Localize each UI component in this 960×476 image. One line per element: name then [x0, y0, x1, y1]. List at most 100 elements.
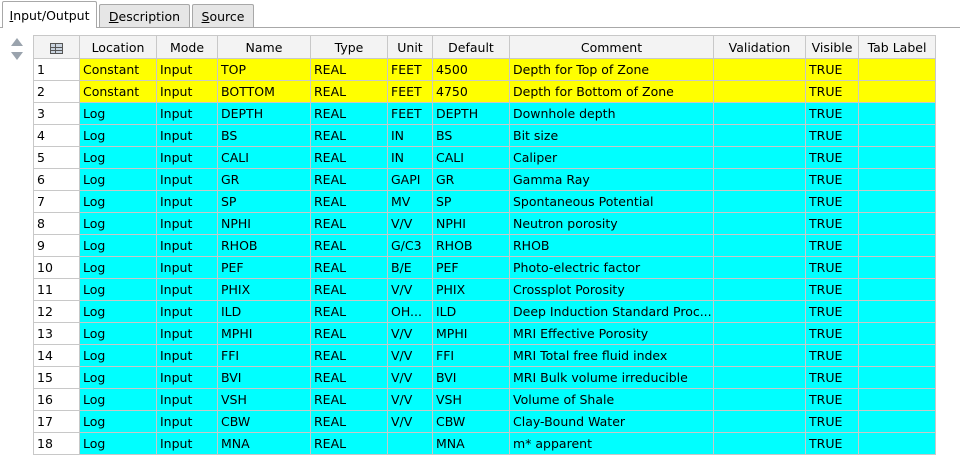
- cell-name[interactable]: CBW: [217, 410, 311, 433]
- row-number[interactable]: 3: [33, 102, 80, 125]
- cell-location[interactable]: Log: [79, 388, 157, 411]
- column-header-default[interactable]: Default: [432, 35, 510, 59]
- cell-name[interactable]: VSH: [217, 388, 311, 411]
- tab-source[interactable]: Source: [192, 4, 254, 27]
- cell-unit[interactable]: V/V: [387, 278, 433, 301]
- cell-comment[interactable]: Depth for Top of Zone: [509, 58, 714, 81]
- cell-type[interactable]: REAL: [310, 102, 388, 125]
- row-number[interactable]: 7: [33, 190, 80, 213]
- cell-unit[interactable]: V/V: [387, 410, 433, 433]
- cell-visible[interactable]: TRUE: [805, 146, 859, 169]
- cell-mode[interactable]: Input: [156, 300, 218, 323]
- row-number[interactable]: 11: [33, 278, 80, 301]
- table-row[interactable]: 2 Constant Input BOTTOM REAL FEET 4750 Depth fo…: [33, 80, 936, 103]
- row-number[interactable]: 17: [33, 410, 80, 433]
- cell-type[interactable]: REAL: [310, 366, 388, 389]
- cell-comment[interactable]: Deep Induction Standard Proc...: [509, 300, 714, 323]
- cell-tab-label[interactable]: [858, 212, 936, 235]
- table-row[interactable]: 18 Log Input MNA REAL MNA m* apparent TRUE: [33, 432, 936, 455]
- table-row[interactable]: 16 Log Input VSH REAL V/V VSH Volume of Shale TR…: [33, 388, 936, 411]
- cell-mode[interactable]: Input: [156, 388, 218, 411]
- cell-mode[interactable]: Input: [156, 102, 218, 125]
- cell-type[interactable]: REAL: [310, 278, 388, 301]
- cell-validation[interactable]: [713, 234, 806, 257]
- cell-visible[interactable]: TRUE: [805, 344, 859, 367]
- cell-type[interactable]: REAL: [310, 234, 388, 257]
- cell-mode[interactable]: Input: [156, 146, 218, 169]
- cell-comment[interactable]: Bit size: [509, 124, 714, 147]
- cell-unit[interactable]: V/V: [387, 366, 433, 389]
- cell-visible[interactable]: TRUE: [805, 410, 859, 433]
- cell-tab-label[interactable]: [858, 388, 936, 411]
- cell-comment[interactable]: MRI Effective Porosity: [509, 322, 714, 345]
- cell-validation[interactable]: [713, 322, 806, 345]
- cell-comment[interactable]: Downhole depth: [509, 102, 714, 125]
- cell-name[interactable]: MPHI: [217, 322, 311, 345]
- table-row[interactable]: 5 Log Input CALI REAL IN CALI Caliper TRUE: [33, 146, 936, 169]
- cell-default[interactable]: FFI: [432, 344, 510, 367]
- cell-default[interactable]: GR: [432, 168, 510, 191]
- row-number[interactable]: 5: [33, 146, 80, 169]
- cell-comment[interactable]: MRI Total free fluid index: [509, 344, 714, 367]
- cell-validation[interactable]: [713, 190, 806, 213]
- cell-default[interactable]: CALI: [432, 146, 510, 169]
- cell-default[interactable]: NPHI: [432, 212, 510, 235]
- cell-location[interactable]: Log: [79, 300, 157, 323]
- tab-description[interactable]: Description: [99, 4, 190, 27]
- table-row[interactable]: 12 Log Input ILD REAL OH... ILD Deep Induction …: [33, 300, 936, 323]
- row-number[interactable]: 2: [33, 80, 80, 103]
- cell-tab-label[interactable]: [858, 80, 936, 103]
- column-header-type[interactable]: Type: [310, 35, 388, 59]
- cell-validation[interactable]: [713, 212, 806, 235]
- cell-default[interactable]: ILD: [432, 300, 510, 323]
- cell-location[interactable]: Log: [79, 410, 157, 433]
- cell-name[interactable]: PEF: [217, 256, 311, 279]
- cell-name[interactable]: FFI: [217, 344, 311, 367]
- row-number[interactable]: 10: [33, 256, 80, 279]
- cell-tab-label[interactable]: [858, 366, 936, 389]
- cell-default[interactable]: PEF: [432, 256, 510, 279]
- cell-tab-label[interactable]: [858, 410, 936, 433]
- column-header-comment[interactable]: Comment: [509, 35, 714, 59]
- cell-visible[interactable]: TRUE: [805, 278, 859, 301]
- cell-tab-label[interactable]: [858, 256, 936, 279]
- cell-name[interactable]: BS: [217, 124, 311, 147]
- column-header-name[interactable]: Name: [217, 35, 311, 59]
- cell-tab-label[interactable]: [858, 146, 936, 169]
- row-number[interactable]: 14: [33, 344, 80, 367]
- cell-type[interactable]: REAL: [310, 344, 388, 367]
- cell-location[interactable]: Constant: [79, 80, 157, 103]
- cell-mode[interactable]: Input: [156, 322, 218, 345]
- column-header-visible[interactable]: Visible: [805, 35, 859, 59]
- cell-type[interactable]: REAL: [310, 212, 388, 235]
- cell-default[interactable]: 4750: [432, 80, 510, 103]
- cell-validation[interactable]: [713, 256, 806, 279]
- cell-name[interactable]: GR: [217, 168, 311, 191]
- cell-location[interactable]: Log: [79, 344, 157, 367]
- cell-type[interactable]: REAL: [310, 432, 388, 455]
- cell-location[interactable]: Log: [79, 168, 157, 191]
- cell-location[interactable]: Log: [79, 102, 157, 125]
- cell-unit[interactable]: G/C3: [387, 234, 433, 257]
- cell-validation[interactable]: [713, 146, 806, 169]
- cell-name[interactable]: ILD: [217, 300, 311, 323]
- cell-name[interactable]: MNA: [217, 432, 311, 455]
- row-number[interactable]: 8: [33, 212, 80, 235]
- cell-visible[interactable]: TRUE: [805, 256, 859, 279]
- cell-visible[interactable]: TRUE: [805, 234, 859, 257]
- row-number[interactable]: 9: [33, 234, 80, 257]
- cell-type[interactable]: REAL: [310, 410, 388, 433]
- cell-comment[interactable]: Volume of Shale: [509, 388, 714, 411]
- cell-name[interactable]: PHIX: [217, 278, 311, 301]
- cell-type[interactable]: REAL: [310, 58, 388, 81]
- cell-location[interactable]: Log: [79, 256, 157, 279]
- table-row[interactable]: 9 Log Input RHOB REAL G/C3 RHOB RHOB TRUE: [33, 234, 936, 257]
- cell-comment[interactable]: Photo-electric factor: [509, 256, 714, 279]
- cell-visible[interactable]: TRUE: [805, 102, 859, 125]
- cell-mode[interactable]: Input: [156, 432, 218, 455]
- row-number[interactable]: 13: [33, 322, 80, 345]
- cell-default[interactable]: BVI: [432, 366, 510, 389]
- cell-default[interactable]: SP: [432, 190, 510, 213]
- table-row[interactable]: 3 Log Input DEPTH REAL FEET DEPTH Downhole dept…: [33, 102, 936, 125]
- cell-visible[interactable]: TRUE: [805, 168, 859, 191]
